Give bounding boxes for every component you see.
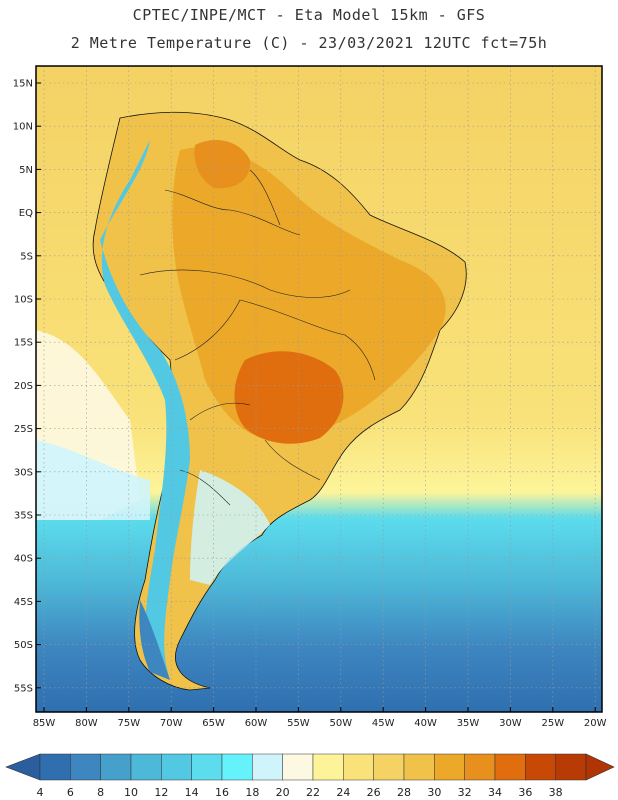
lat-label: 50S bbox=[14, 640, 33, 651]
lon-label: 80W bbox=[75, 718, 98, 729]
lon-label: 45W bbox=[372, 718, 395, 729]
map-frame bbox=[35, 65, 603, 713]
lon-label: 35W bbox=[457, 718, 480, 729]
colorbar-segment bbox=[100, 753, 132, 781]
colorbar-segment bbox=[221, 753, 253, 781]
lon-label: 30W bbox=[499, 718, 522, 729]
colorbar-segment bbox=[343, 753, 374, 781]
colorbar-label: 36 bbox=[518, 786, 532, 799]
lon-label: 50W bbox=[329, 718, 352, 729]
lat-label: 55S bbox=[14, 683, 33, 694]
lat-label: 10N bbox=[13, 122, 33, 133]
colorbar-segment bbox=[525, 753, 556, 781]
colorbar-segment bbox=[434, 753, 465, 781]
colorbar-label: 22 bbox=[306, 786, 320, 799]
andes-cold-belt bbox=[100, 140, 190, 680]
country-borders bbox=[139, 169, 376, 506]
colorbar-segment bbox=[464, 753, 496, 781]
lon-label: 85W bbox=[33, 718, 56, 729]
latitude-labels: 15N 10N 5N EQ 5S 10S 15S 20S 25S 30S 35S 40S 45S 50S 5… bbox=[13, 79, 41, 694]
hot-core bbox=[234, 351, 344, 444]
colorbar-segment bbox=[191, 753, 223, 781]
colorbar-label: 6 bbox=[67, 786, 74, 799]
lon-label: 40W bbox=[414, 718, 437, 729]
colorbar-label: 20 bbox=[276, 786, 290, 799]
colorbar-segment bbox=[312, 753, 344, 781]
colorbar-label: 16 bbox=[215, 786, 229, 799]
warm-interior bbox=[172, 147, 446, 441]
lat-label: 15S bbox=[14, 338, 33, 349]
colorbar-segment bbox=[282, 753, 314, 781]
lat-label: 5S bbox=[20, 251, 33, 262]
lat-label: 10S bbox=[14, 295, 33, 306]
lon-label: 60W bbox=[245, 718, 268, 729]
map-title-line2: 2 Metre Temperature (C) - 23/03/2021 12U… bbox=[70, 34, 548, 52]
colorbar-label: 30 bbox=[427, 786, 441, 799]
lon-label: 75W bbox=[117, 718, 140, 729]
colorbar-label: 32 bbox=[458, 786, 472, 799]
colorbar-segment bbox=[494, 753, 526, 781]
colorbar-label: 28 bbox=[397, 786, 411, 799]
map-title-line1: CPTEC/INPE/MCT - Eta Model 15km - GFS bbox=[132, 6, 486, 24]
lat-label: 35S bbox=[14, 511, 33, 522]
longitude-labels: 85W 80W 75W 70W 65W 60W 55W 50W 45W 40W 35W 30W 25W 2… bbox=[33, 707, 607, 729]
andes-coldest bbox=[139, 600, 170, 680]
colorbar-segment bbox=[403, 753, 435, 781]
temperature-colorbar bbox=[5, 753, 615, 781]
colorbar-under-arrow bbox=[5, 753, 41, 781]
map-field bbox=[36, 66, 602, 712]
lat-label: 40S bbox=[14, 554, 33, 565]
lat-label: 15N bbox=[13, 79, 33, 90]
lon-label: 20W bbox=[584, 718, 607, 729]
colorbar-segment bbox=[161, 753, 192, 781]
lat-label: 20S bbox=[14, 381, 33, 392]
lat-label: 30S bbox=[14, 467, 33, 478]
colorbar-segment bbox=[555, 753, 587, 781]
colorbar-label: 24 bbox=[336, 786, 350, 799]
lon-label: 70W bbox=[160, 718, 183, 729]
lat-label: 25S bbox=[14, 424, 33, 435]
colorbar-label: 14 bbox=[185, 786, 199, 799]
colorbar-labels: 4 6 8 10 12 14 16 18 20 22 24 26 28 30 32 34 36 38 bbox=[37, 786, 563, 799]
lat-label: EQ bbox=[19, 208, 33, 219]
colorbar-label: 18 bbox=[245, 786, 259, 799]
lat-label: 5N bbox=[19, 165, 33, 176]
colorbar-label: 12 bbox=[154, 786, 168, 799]
colorbar-label: 38 bbox=[549, 786, 563, 799]
colorbar-label: 26 bbox=[367, 786, 381, 799]
lon-label: 55W bbox=[287, 718, 310, 729]
colorbar-segment bbox=[70, 753, 101, 781]
colorbar-over-arrow bbox=[585, 753, 615, 781]
lon-label: 65W bbox=[202, 718, 225, 729]
lon-label: 25W bbox=[541, 718, 564, 729]
colorbar-label: 8 bbox=[97, 786, 104, 799]
colorbar-segment bbox=[130, 753, 162, 781]
colorbar-label: 4 bbox=[37, 786, 44, 799]
colorbar-segment bbox=[373, 753, 405, 781]
colorbar-segment bbox=[39, 753, 71, 781]
lat-label: 45S bbox=[14, 597, 33, 608]
patagonia-mild bbox=[190, 470, 270, 585]
colorbar-segment bbox=[252, 753, 283, 781]
pacific-cooler-region bbox=[36, 440, 150, 520]
colorbar-label: 10 bbox=[124, 786, 138, 799]
colorbar-label: 34 bbox=[488, 786, 502, 799]
hot-north bbox=[194, 140, 251, 189]
